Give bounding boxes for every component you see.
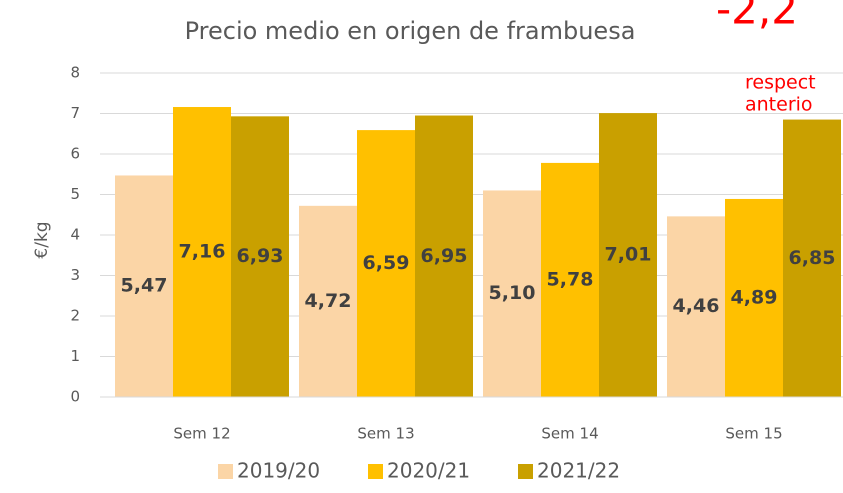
- data-label: 7,01: [605, 244, 652, 266]
- chart-title: Precio medio en origen de frambuesa: [185, 17, 636, 45]
- y-tick-label: 5: [70, 185, 80, 203]
- legend-label: 2021/22: [537, 459, 620, 483]
- y-tick-label: 6: [70, 145, 80, 163]
- legend-swatch: [368, 464, 383, 479]
- y-tick-label: 2: [70, 307, 80, 325]
- bar: [599, 113, 657, 397]
- y-axis-label: €/kg: [32, 221, 52, 258]
- x-tick-label: Sem 13: [357, 425, 414, 443]
- bar: [357, 130, 415, 398]
- bar: [783, 119, 841, 397]
- data-label: 4,72: [305, 290, 352, 312]
- bar: [299, 205, 357, 397]
- annotation: anterio: [745, 94, 813, 116]
- bar: [725, 198, 783, 397]
- data-label: 5,47: [121, 275, 168, 297]
- data-label: 6,59: [363, 252, 410, 274]
- y-tick-label: 1: [70, 347, 80, 365]
- y-tick-label: 8: [70, 64, 80, 82]
- legend-label: 2019/20: [237, 459, 320, 483]
- data-label: 5,10: [489, 282, 536, 304]
- y-tick-label: 0: [70, 388, 80, 406]
- legend-swatch: [218, 464, 233, 479]
- data-label: 6,93: [237, 245, 284, 267]
- bar: [667, 216, 725, 397]
- y-tick-label: 4: [70, 226, 80, 244]
- data-label: 5,78: [547, 268, 594, 290]
- data-label: 4,46: [673, 295, 720, 317]
- x-tick-label: Sem 14: [541, 425, 598, 443]
- legend-label: 2020/21: [387, 459, 470, 483]
- bar: [541, 162, 599, 397]
- bar: [483, 190, 541, 397]
- x-tick-label: Sem 15: [725, 425, 782, 443]
- x-tick-label: Sem 12: [173, 425, 230, 443]
- data-label: 4,89: [731, 286, 778, 308]
- legend-swatch: [518, 464, 533, 479]
- bar: [231, 116, 289, 398]
- data-label: 6,85: [789, 247, 836, 269]
- data-label: 6,95: [421, 245, 468, 267]
- annotation: respect: [745, 72, 816, 94]
- bar: [173, 107, 231, 398]
- bar: [415, 115, 473, 398]
- y-tick-label: 3: [70, 266, 80, 284]
- annotation: -2,2: [716, 0, 798, 34]
- y-tick-label: 7: [70, 104, 80, 122]
- bar: [115, 175, 173, 397]
- data-label: 7,16: [179, 241, 226, 263]
